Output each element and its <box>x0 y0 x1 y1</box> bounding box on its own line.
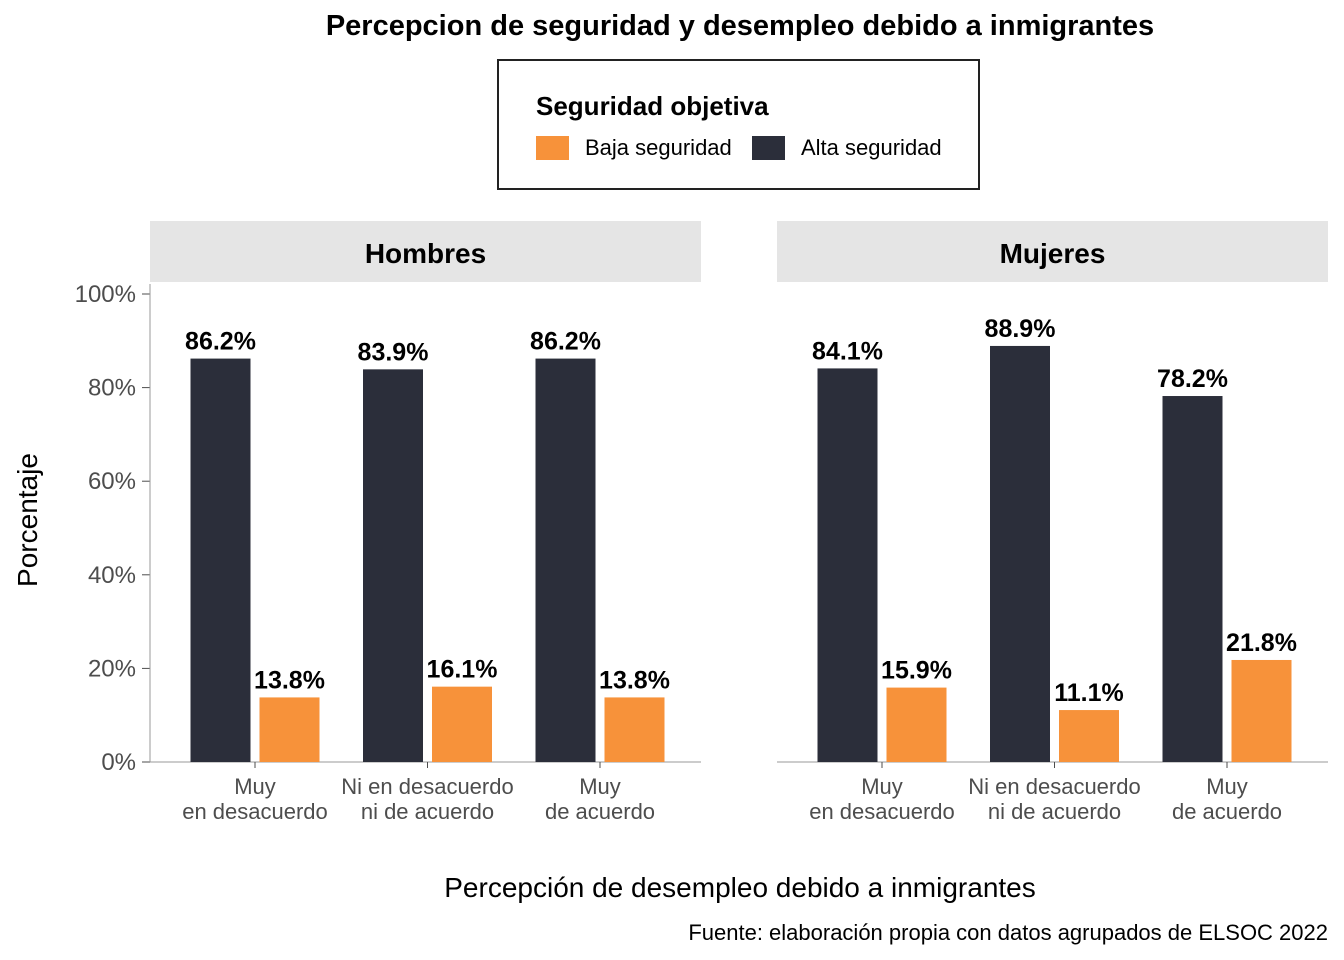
y-tick-label: 0% <box>101 749 136 776</box>
x-tick-label: de acuerdo <box>1172 799 1282 824</box>
legend-label-baja: Baja seguridad <box>585 135 732 160</box>
data-label: 16.1% <box>427 656 498 684</box>
bar <box>1162 396 1223 762</box>
bar <box>817 368 878 762</box>
y-tick-label: 80% <box>88 375 136 402</box>
legend-item-baja: Baja seguridad <box>536 135 732 161</box>
bar <box>363 369 423 762</box>
data-label: 88.9% <box>985 315 1056 343</box>
data-label: 11.1% <box>1054 679 1124 707</box>
bar <box>190 358 251 762</box>
data-label: 21.8% <box>1226 629 1297 657</box>
x-tick-label: Muy <box>234 774 276 799</box>
facet-strip <box>777 221 1328 282</box>
bar <box>432 686 492 762</box>
data-label: 13.8% <box>254 666 325 694</box>
bar <box>990 345 1050 762</box>
data-label: 86.2% <box>185 328 256 356</box>
y-tick-label: 100% <box>75 281 136 308</box>
x-axis-title: Percepción de desempleo debido a inmigra… <box>444 872 1036 903</box>
x-tick-label: en desacuerdo <box>809 799 955 824</box>
legend-swatch-alta <box>752 136 785 160</box>
x-tick-label: de acuerdo <box>545 799 655 824</box>
x-tick-label: Muy <box>1206 774 1248 799</box>
data-label: 84.1% <box>812 337 883 365</box>
x-tick-label: en desacuerdo <box>182 799 328 824</box>
source-caption: Fuente: elaboración propia con datos agr… <box>688 920 1328 945</box>
legend-title: Seguridad objetiva <box>536 91 769 121</box>
bar <box>604 697 665 762</box>
data-label: 13.8% <box>599 666 670 694</box>
y-tick-label: 40% <box>88 562 136 589</box>
data-label: 78.2% <box>1157 365 1228 393</box>
legend-label-alta: Alta seguridad <box>801 135 942 160</box>
data-label: 83.9% <box>358 338 429 366</box>
legend: Seguridad objetiva Baja seguridad Alta s… <box>497 59 980 190</box>
y-tick-label: 20% <box>88 655 136 682</box>
bar <box>1059 710 1119 762</box>
bar <box>886 687 947 762</box>
data-label: 15.9% <box>881 657 952 685</box>
bar <box>535 358 596 762</box>
bar <box>1231 659 1292 762</box>
x-tick-label: Muy <box>861 774 903 799</box>
x-tick-label: Ni en desacuerdo <box>968 774 1140 799</box>
x-tick-label: Muy <box>579 774 621 799</box>
x-tick-label: ni de acuerdo <box>361 799 494 824</box>
facet-strip-label: Mujeres <box>1000 238 1106 269</box>
bar <box>259 697 320 762</box>
legend-item-alta: Alta seguridad <box>752 135 942 161</box>
facet-strip <box>150 221 701 282</box>
facet-strip-label: Hombres <box>365 238 486 269</box>
chart-title: Percepcion de seguridad y desempleo debi… <box>325 10 1155 42</box>
x-tick-label: Ni en desacuerdo <box>341 774 513 799</box>
legend-swatch-baja <box>536 136 569 160</box>
data-label: 86.2% <box>530 328 601 356</box>
x-tick-label: ni de acuerdo <box>988 799 1121 824</box>
y-tick-label: 60% <box>88 468 136 495</box>
